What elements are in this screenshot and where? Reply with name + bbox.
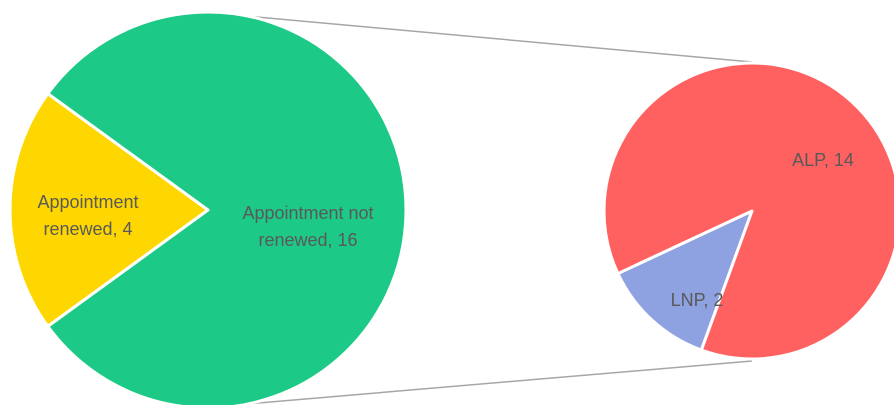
- slice-labels: Appointment renewed, 4 Appointment not rene…: [37, 150, 853, 310]
- slice-appointment-renewed: [8, 92, 210, 328]
- label-lnp: LNP, 2: [671, 290, 724, 310]
- slice-lnp: [616, 209, 754, 352]
- label-appointment-not-renewed: Appointment not renewed, 16: [242, 203, 373, 250]
- connector-lines: [245, 15, 753, 405]
- label-appointment-renewed: Appointment renewed, 4: [37, 192, 138, 239]
- main-pie: [8, 10, 408, 405]
- connector-bottom: [245, 360, 753, 405]
- connector-top: [245, 15, 753, 63]
- slice-alp: [602, 61, 894, 361]
- label-alp: ALP, 14: [792, 150, 854, 170]
- secondary-pie: [602, 61, 894, 361]
